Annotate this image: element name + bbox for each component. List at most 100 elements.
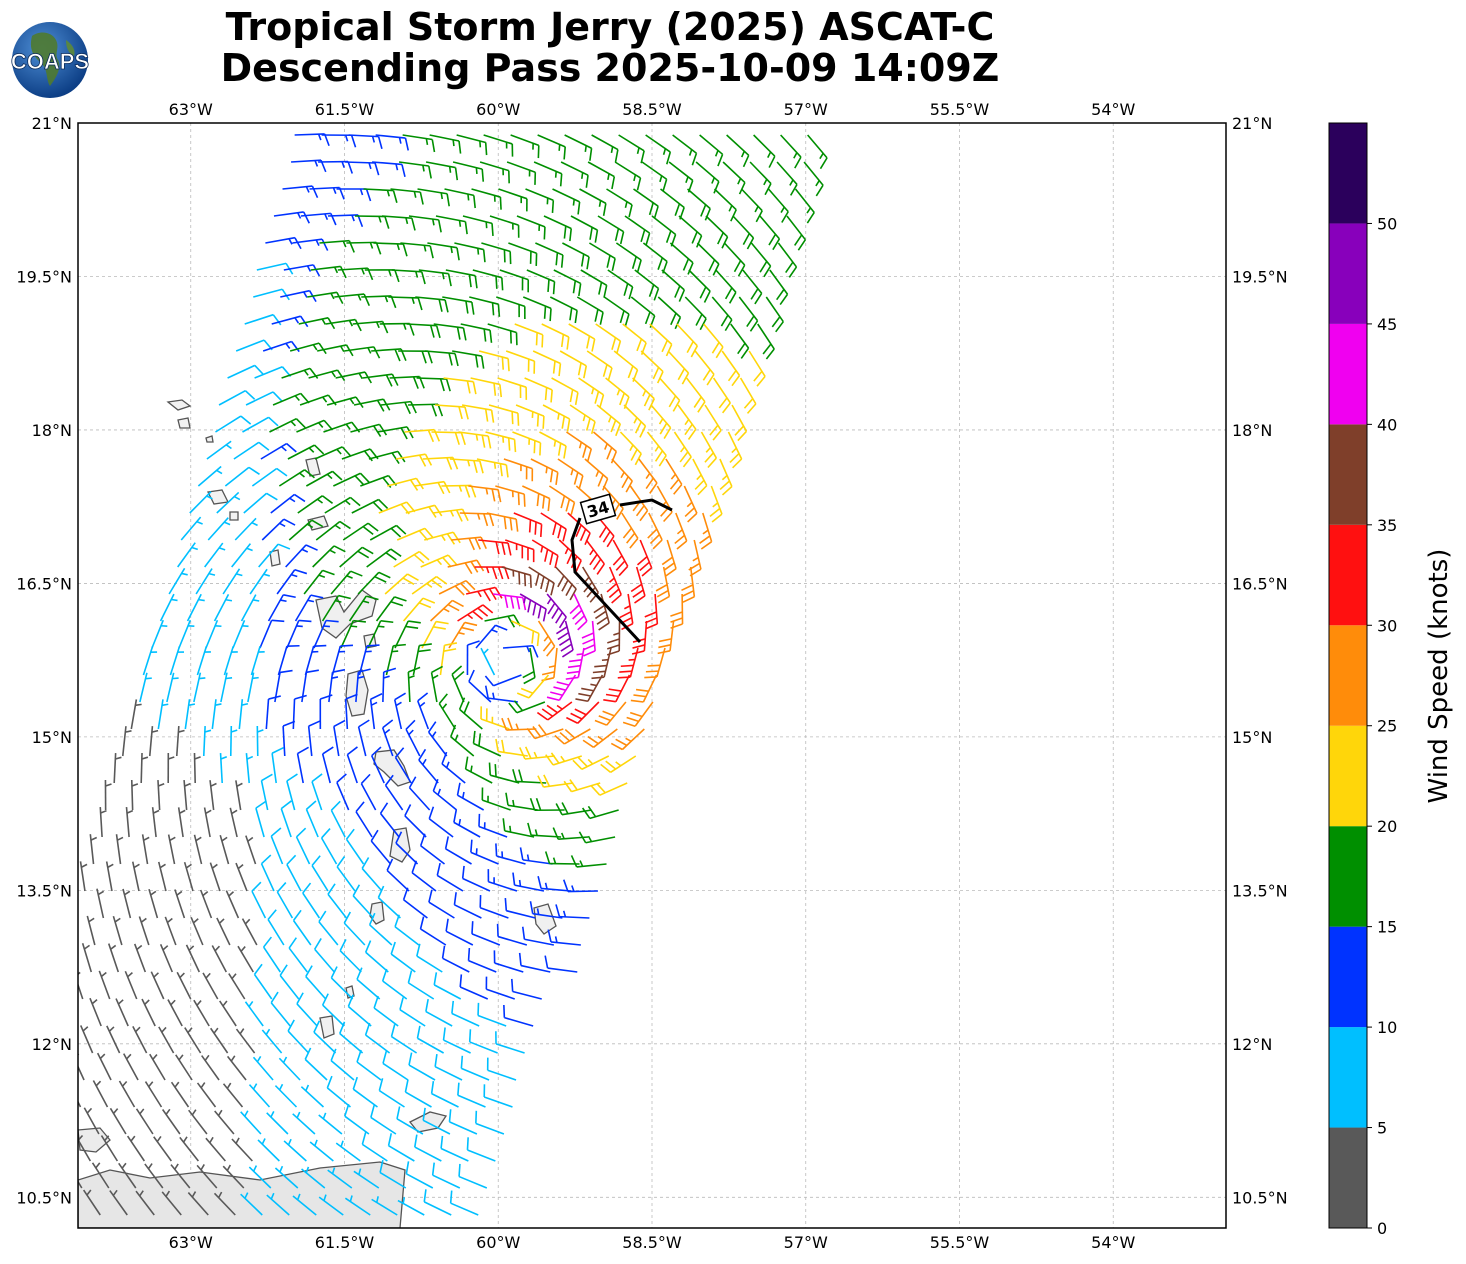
wind-barb bbox=[539, 431, 567, 459]
wind-barb bbox=[276, 882, 294, 919]
wind-barb bbox=[307, 720, 321, 757]
wind-barb bbox=[272, 392, 310, 406]
wind-barb bbox=[545, 752, 582, 766]
wind-barb bbox=[115, 998, 129, 1027]
wind-barb bbox=[695, 161, 720, 194]
wind-barb bbox=[462, 215, 494, 237]
wind-barb bbox=[466, 1137, 496, 1162]
wind-barb bbox=[443, 377, 477, 395]
wind-barb bbox=[262, 936, 281, 973]
wind-barb bbox=[614, 161, 642, 191]
wind-barb bbox=[619, 431, 642, 466]
wind-barb bbox=[672, 134, 698, 166]
wind-barb bbox=[425, 161, 459, 181]
wind-barb bbox=[618, 134, 645, 164]
wind-barb bbox=[677, 404, 697, 440]
wind-barb bbox=[595, 323, 622, 354]
wind-barb bbox=[260, 773, 273, 811]
wind-barb bbox=[270, 493, 306, 514]
wind-barb bbox=[607, 269, 634, 300]
wind-barb bbox=[526, 724, 564, 740]
wind-barb bbox=[104, 779, 112, 811]
wind-barb bbox=[388, 296, 423, 311]
wind-barb bbox=[240, 1110, 262, 1135]
wind-barb bbox=[581, 620, 596, 657]
wind-barb bbox=[283, 1138, 307, 1162]
lat-tick-right: 12°N bbox=[1232, 1035, 1272, 1054]
wind-barb bbox=[508, 242, 538, 266]
wind-barb bbox=[253, 288, 290, 301]
wind-barb bbox=[579, 188, 607, 216]
wind-barb bbox=[411, 575, 448, 595]
lat-tick-left: 21°N bbox=[32, 114, 72, 133]
wind-barb bbox=[151, 807, 160, 838]
colorbar-bin bbox=[1329, 1027, 1367, 1128]
wind-barb bbox=[441, 484, 477, 498]
lon-tick-bottom: 63°W bbox=[169, 1233, 213, 1252]
wind-barb bbox=[551, 377, 579, 406]
wind-barb bbox=[394, 747, 412, 784]
wind-barb bbox=[475, 624, 508, 649]
wind-barb bbox=[723, 242, 746, 277]
wind-barb bbox=[422, 1107, 451, 1135]
wind-barb bbox=[434, 1054, 463, 1081]
wind-barb bbox=[167, 752, 175, 784]
wind-barb bbox=[555, 620, 574, 658]
wind-barb bbox=[313, 1020, 337, 1054]
wind-barb bbox=[453, 892, 482, 919]
wind-barb bbox=[546, 593, 567, 629]
wind-barb bbox=[650, 404, 672, 439]
wind-barb bbox=[327, 214, 364, 228]
wind-barb bbox=[732, 215, 755, 250]
wind-barb bbox=[485, 976, 515, 1000]
wind-barb bbox=[270, 991, 291, 1027]
wind-barb bbox=[537, 620, 556, 657]
wind-barb bbox=[216, 917, 231, 946]
wind-barb bbox=[126, 1135, 146, 1162]
wind-barb bbox=[377, 426, 414, 440]
wind-barb bbox=[123, 1053, 139, 1081]
wind-barb bbox=[451, 665, 465, 703]
wind-barb bbox=[497, 377, 528, 400]
wind-barb bbox=[478, 813, 508, 838]
wind-barb bbox=[307, 291, 344, 304]
wind-barb bbox=[335, 1140, 361, 1162]
wind-barb bbox=[570, 855, 607, 868]
wind-barb bbox=[439, 642, 458, 676]
wind-barb bbox=[528, 566, 555, 596]
wind-barb bbox=[381, 215, 416, 231]
wind-barb bbox=[457, 604, 494, 622]
wind-barb bbox=[259, 619, 285, 649]
wind-barb bbox=[547, 929, 581, 946]
wind-barb bbox=[522, 485, 551, 512]
wind-barb bbox=[575, 674, 604, 703]
wind-barb bbox=[283, 264, 321, 277]
wind-barb bbox=[418, 269, 452, 287]
wind-barb bbox=[493, 950, 524, 973]
wind-barb bbox=[416, 1025, 444, 1054]
wind-barb bbox=[501, 566, 532, 588]
wind-barb bbox=[420, 554, 458, 568]
wind-barb bbox=[248, 1165, 272, 1189]
wind-barb bbox=[474, 566, 510, 580]
wind-barb bbox=[157, 699, 169, 730]
wind-barb bbox=[224, 466, 260, 487]
wind-barb bbox=[261, 518, 296, 541]
wind-barb bbox=[229, 807, 238, 838]
wind-barb bbox=[327, 1167, 353, 1189]
wind-barb bbox=[269, 418, 306, 433]
wind-barb bbox=[479, 161, 510, 184]
wind-barb bbox=[161, 1108, 181, 1135]
wind-barb bbox=[419, 916, 447, 946]
wind-barb bbox=[395, 831, 419, 865]
wind-barb bbox=[328, 668, 346, 703]
wind-barb bbox=[242, 416, 279, 433]
wind-barb bbox=[159, 944, 174, 973]
wind-barb bbox=[339, 1021, 364, 1054]
wind-barb bbox=[688, 269, 711, 303]
wind-barb bbox=[351, 498, 389, 514]
wind-barb bbox=[131, 861, 140, 892]
wind-barb bbox=[438, 693, 456, 730]
wind-barb bbox=[673, 431, 692, 468]
wind-barb bbox=[251, 881, 267, 919]
